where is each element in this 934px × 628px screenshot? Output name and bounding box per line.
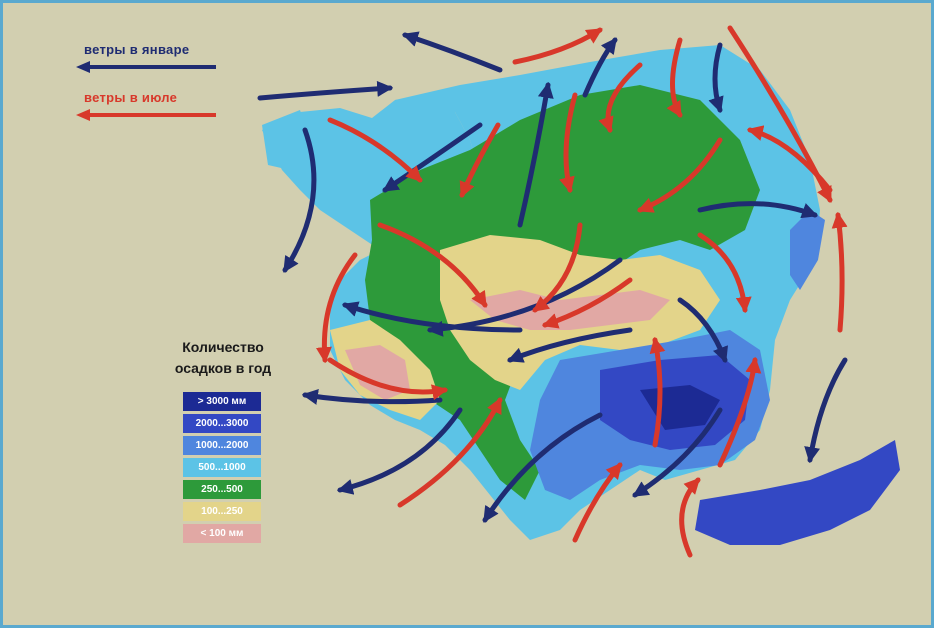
winds-july xyxy=(315,25,848,558)
wind-jul-arrow xyxy=(377,222,488,308)
precip-swatch-2000-3000: 2000...3000 xyxy=(183,414,261,433)
wind-jul-arrow xyxy=(512,27,603,65)
precip-swatch-1000-2000: 1000...2000 xyxy=(183,436,261,455)
wind-jul-arrow xyxy=(532,222,583,313)
wind-jul-arrow xyxy=(327,117,423,183)
wind-jul-arrow xyxy=(559,92,578,194)
wind-jan-arrow xyxy=(257,80,394,101)
wind-jul-arrow xyxy=(697,232,752,314)
zone-lt-100 xyxy=(470,290,670,330)
precipitation-title-line2: осадков в год xyxy=(174,360,272,376)
wind-jul-arrow xyxy=(679,477,701,558)
wind-jul-arrow xyxy=(541,277,633,329)
wind-jan-arrow xyxy=(301,389,443,405)
wind-jan-arrow xyxy=(517,81,554,228)
wind-jan-arrow xyxy=(708,42,724,114)
land-greenland xyxy=(262,110,310,170)
precipitation-legend-title: Количество осадков в год xyxy=(168,337,278,379)
wind-jul-arrow xyxy=(637,137,723,213)
wind-jan-arrow xyxy=(804,357,848,464)
wind-jul-arrow xyxy=(717,356,762,468)
precipitation-title-line1: Количество xyxy=(182,339,264,355)
wind-jan-arrow xyxy=(482,412,603,523)
wind-jul-arrow xyxy=(746,125,833,193)
wind-jan-arrow xyxy=(401,31,503,73)
wind-legend-january: ветры в январе xyxy=(76,42,226,90)
wind-jul-arrow xyxy=(649,336,666,448)
wind-jul-arrow xyxy=(327,357,449,401)
precip-swatch-250-500: 250...500 xyxy=(183,480,261,499)
arrow-left-icon xyxy=(76,61,216,73)
wind-jan-arrow xyxy=(341,301,523,333)
wind-legend-july-label: ветры в июле xyxy=(84,90,178,105)
precip-swatch-lt-100: < 100 мм xyxy=(183,524,261,543)
precip-swatch-gt-3000: > 3000 мм xyxy=(183,392,261,411)
wind-jan-arrow xyxy=(632,407,723,498)
wind-jan-arrow xyxy=(697,201,819,219)
wind-jan-arrow xyxy=(677,297,728,363)
arrow-left-icon xyxy=(76,109,216,121)
wind-jan-arrow xyxy=(336,407,463,495)
wind-jan-arrow xyxy=(507,327,633,363)
wind-jul-arrow xyxy=(397,397,503,508)
wind-legend: ветры в январе ветры в июле xyxy=(76,42,226,138)
wind-jan-arrow xyxy=(282,127,317,273)
wind-jul-arrow xyxy=(598,62,643,134)
landmass xyxy=(262,45,900,545)
wind-jul-arrow xyxy=(666,37,683,118)
precip-swatch-100-250: 100...250 xyxy=(183,502,261,521)
precipitation-legend: > 3000 мм 2000...3000 1000...2000 500...… xyxy=(183,392,261,546)
precip-swatch-500-1000: 500...1000 xyxy=(183,458,261,477)
wind-legend-january-label: ветры в январе xyxy=(84,42,190,57)
wind-jul-arrow xyxy=(459,122,501,198)
winds-january xyxy=(257,31,848,523)
wind-jul-arrow xyxy=(572,462,623,543)
land-islands xyxy=(695,440,900,545)
wind-legend-july: ветры в июле xyxy=(76,90,226,138)
wind-jan-arrow xyxy=(582,37,618,98)
wind-jul-arrow xyxy=(831,211,848,333)
wind-jul-arrow xyxy=(315,252,358,364)
wind-jan-arrow xyxy=(382,122,483,193)
land-japan xyxy=(790,210,825,290)
